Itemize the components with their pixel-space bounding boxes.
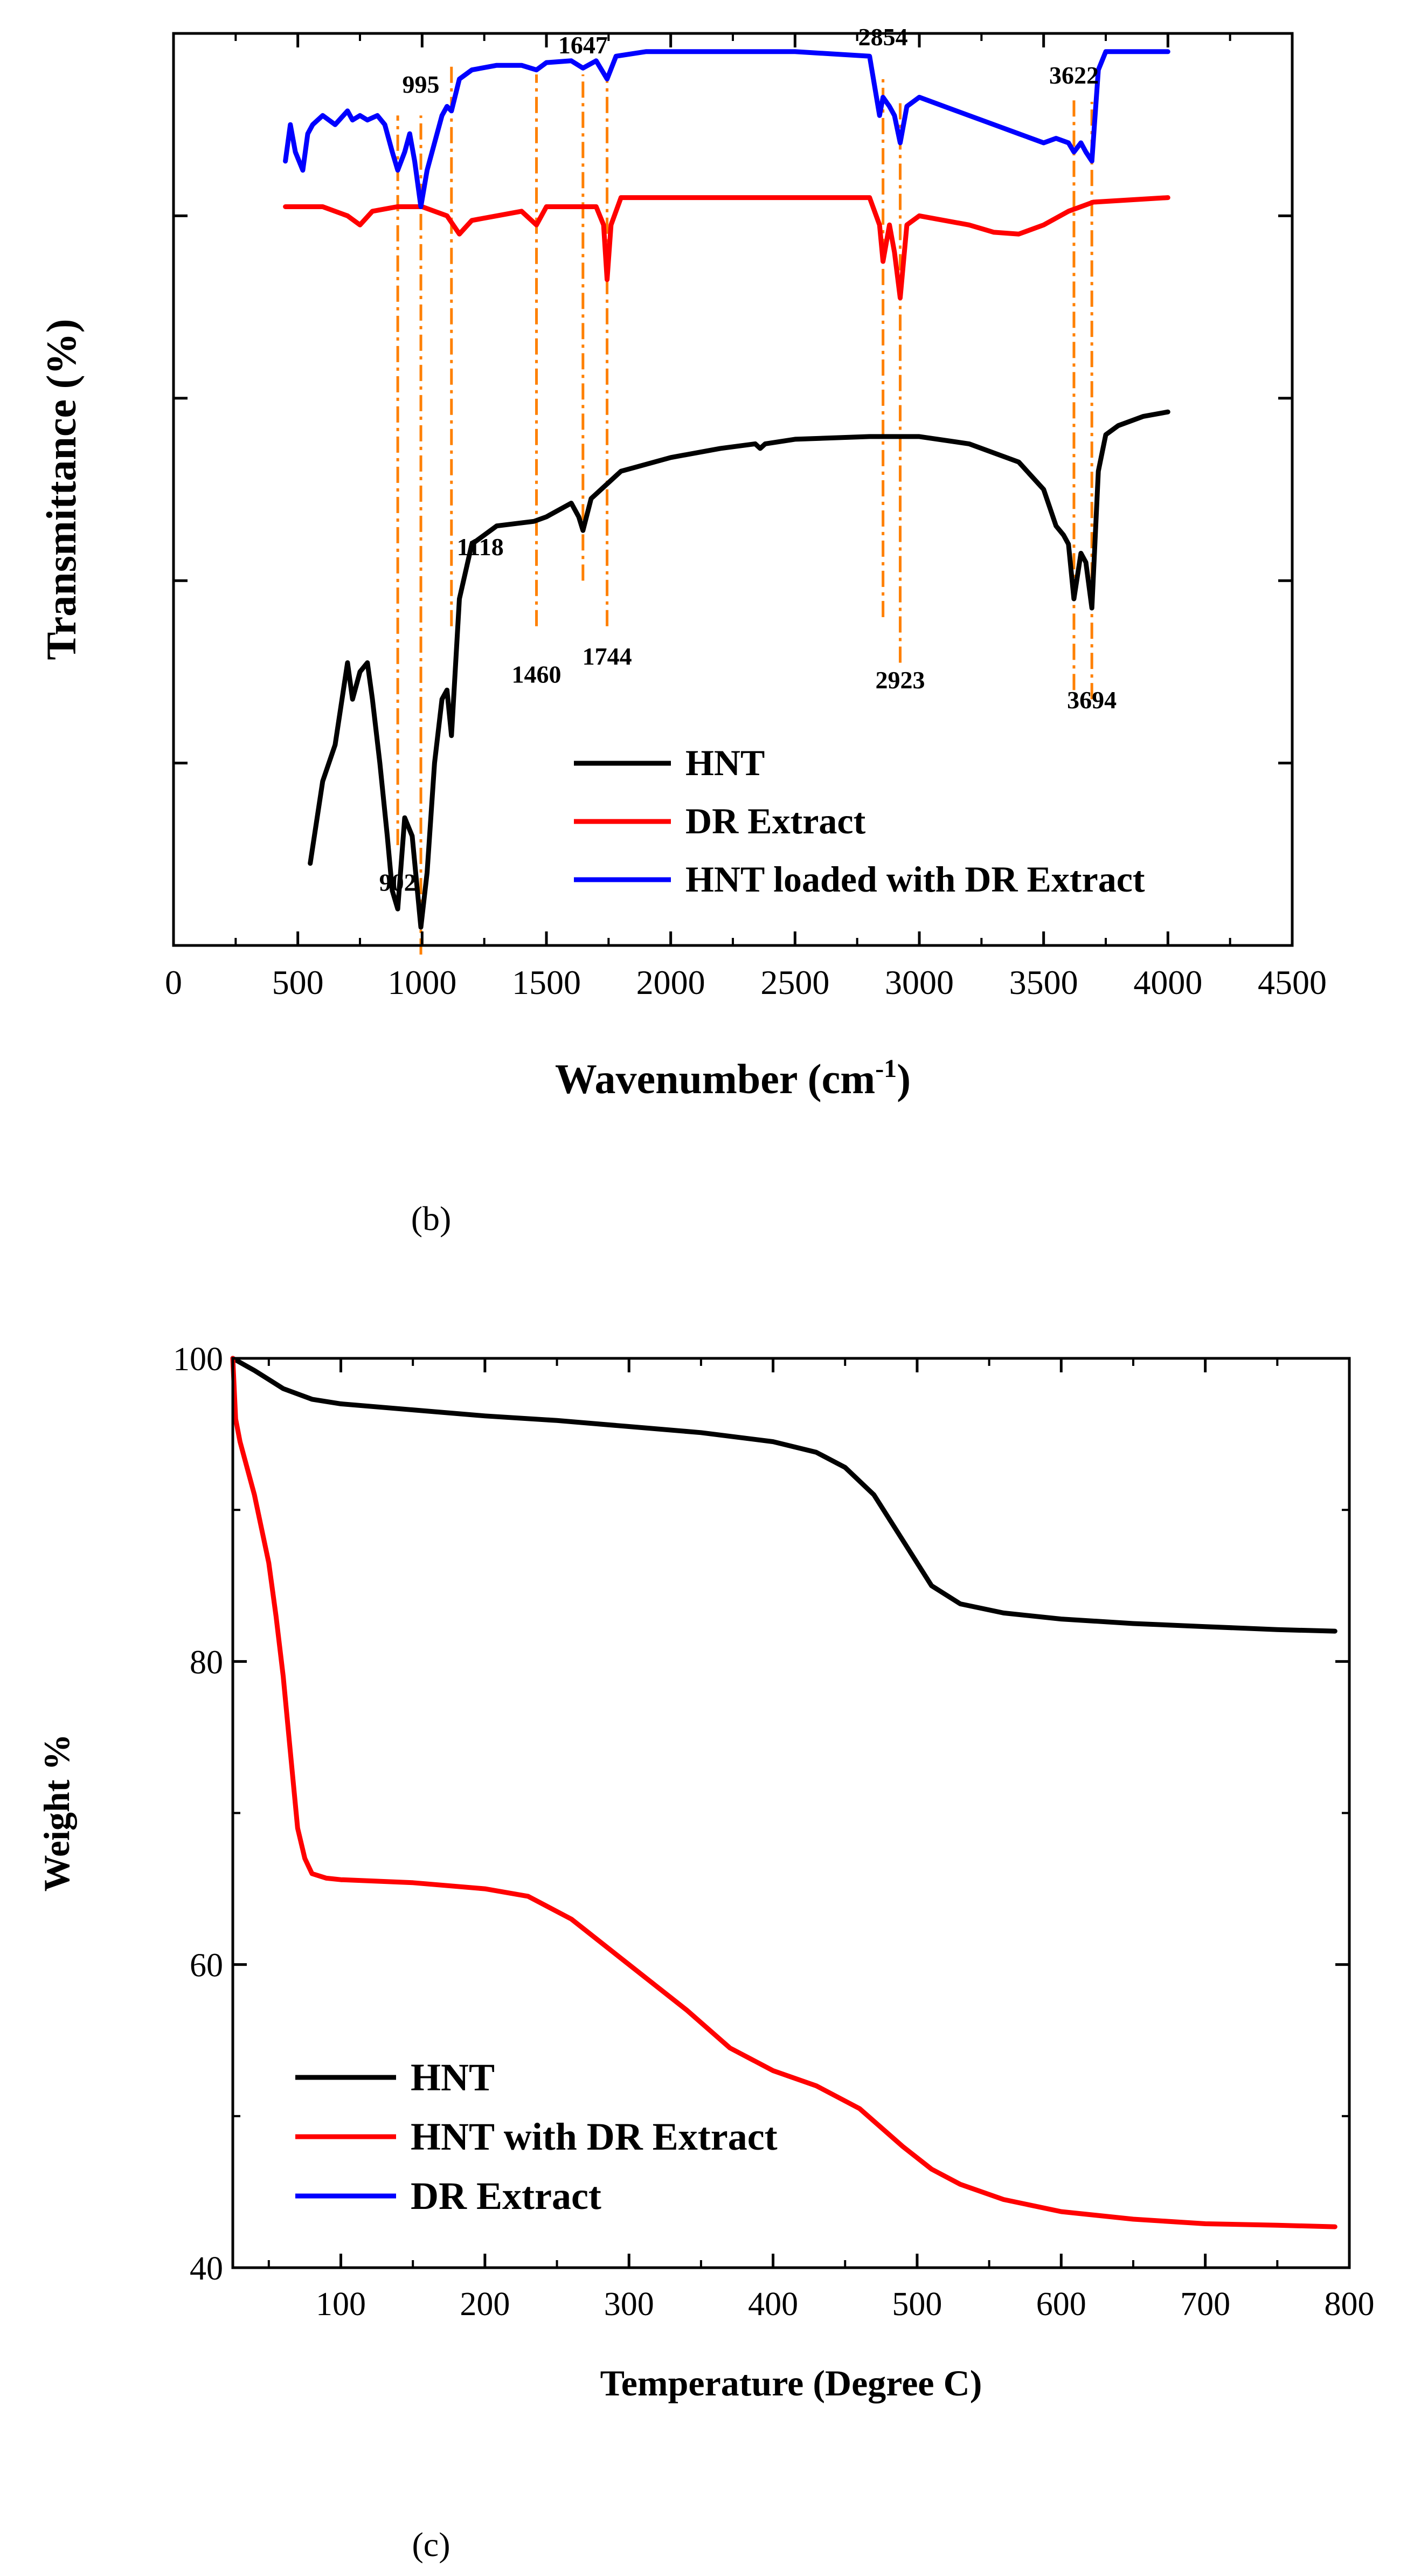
ftir-x-tick-label: 2000: [636, 963, 705, 1002]
ftir-peak-label: 3622: [1049, 61, 1099, 89]
tga-legend: HNT HNT with DR Extract DR Extract: [295, 2056, 778, 2218]
tga-legend-label: DR Extract: [411, 2174, 601, 2218]
ftir-legend-label: HNT loaded with DR Extract: [685, 859, 1145, 900]
ftir-x-axis-label: Wavenumber (cm-1): [555, 1054, 911, 1102]
ftir-peak-label: 2923: [875, 666, 925, 694]
tga-y-tick-label: 80: [190, 1644, 223, 1681]
tga-y-tick-label: 100: [173, 1341, 223, 1378]
ftir-x-axis-label-main: Wavenumber (cm: [555, 1055, 875, 1102]
ftir-x-axis-label-sup: -1: [875, 1054, 897, 1083]
ftir-x-tick-label: 4500: [1258, 963, 1327, 1002]
tga-series-hnt-with-dr-extract: [230, 1356, 1337, 2229]
ftir-x-tick-label: 2500: [760, 963, 829, 1002]
tga-series-group: [230, 1356, 1337, 2229]
ftir-series-hnt: [308, 409, 1170, 930]
ftir-y-axis-label: Transmittance (%): [38, 319, 85, 660]
ftir-peak-label: 2854: [858, 23, 908, 51]
ftir-chart: 0 500 1000 1500 2000 2500 3000 3500 4000 4500 902…: [38, 23, 1327, 1238]
tga-x-tick-label: 700: [1180, 2286, 1230, 2323]
tga-axis-ticks: 100 200 300 400 500 600 700 800 40 60 80 100: [173, 1341, 1375, 2323]
ftir-peak-label: 1460: [512, 661, 562, 688]
ftir-x-tick-label: 3000: [885, 963, 954, 1002]
ftir-axis-ticks: 0 500 1000 1500 2000 2500 3000 3500 4000 4500: [165, 32, 1327, 1002]
ftir-series-hnt-loaded-with-dr-extract: [283, 49, 1170, 209]
ftir-peak-label: 1118: [457, 533, 504, 561]
ftir-legend-label: HNT: [685, 742, 765, 783]
ftir-x-tick-label: 500: [272, 963, 324, 1002]
ftir-x-tick-label: 0: [165, 963, 182, 1002]
tga-x-tick-label: 300: [604, 2286, 654, 2323]
tga-x-tick-label: 100: [316, 2286, 366, 2323]
ftir-x-tick-label: 3500: [1009, 963, 1078, 1002]
tga-y-tick-label: 40: [190, 2250, 223, 2287]
tga-legend-label: HNT: [411, 2056, 495, 2099]
ftir-peak-label: 995: [403, 71, 440, 98]
tga-x-tick-label: 500: [892, 2286, 942, 2323]
panel-label-c: (c): [412, 2525, 450, 2564]
panel-label-b: (b): [411, 1199, 452, 1238]
ftir-x-axis-label-close: ): [897, 1055, 911, 1102]
tga-y-tick-label: 60: [190, 1947, 223, 1984]
tga-x-tick-label: 200: [460, 2286, 510, 2323]
ftir-peak-label: 1744: [583, 643, 632, 670]
ftir-peak-label: 1647: [558, 31, 608, 59]
tga-legend-label: HNT with DR Extract: [411, 2115, 778, 2158]
tga-x-tick-label: 400: [748, 2286, 798, 2323]
ftir-x-tick-label: 1500: [512, 963, 581, 1002]
tga-y-axis-label: Weight %: [36, 1734, 77, 1892]
ftir-legend-label: DR Extract: [685, 800, 866, 841]
ftir-x-tick-label: 1000: [387, 963, 456, 1002]
ftir-x-tick-label: 4000: [1133, 963, 1202, 1002]
tga-series-hnt: [230, 1356, 1337, 1634]
ftir-legend: HNT DR Extract HNT loaded with DR Extract: [574, 742, 1145, 900]
ftir-peak-label: 902: [379, 868, 417, 896]
tga-x-tick-label: 600: [1036, 2286, 1086, 2323]
tga-x-axis-label: Temperature (Degree C): [600, 2363, 982, 2404]
ftir-peak-label: 3694: [1067, 686, 1117, 714]
ftir-peak-labels: 902 995 1118 1460 1647 1744 2854 2923 3622 3694: [379, 23, 1117, 896]
tga-x-tick-label: 800: [1325, 2286, 1375, 2323]
ftir-series-group: [283, 49, 1170, 930]
